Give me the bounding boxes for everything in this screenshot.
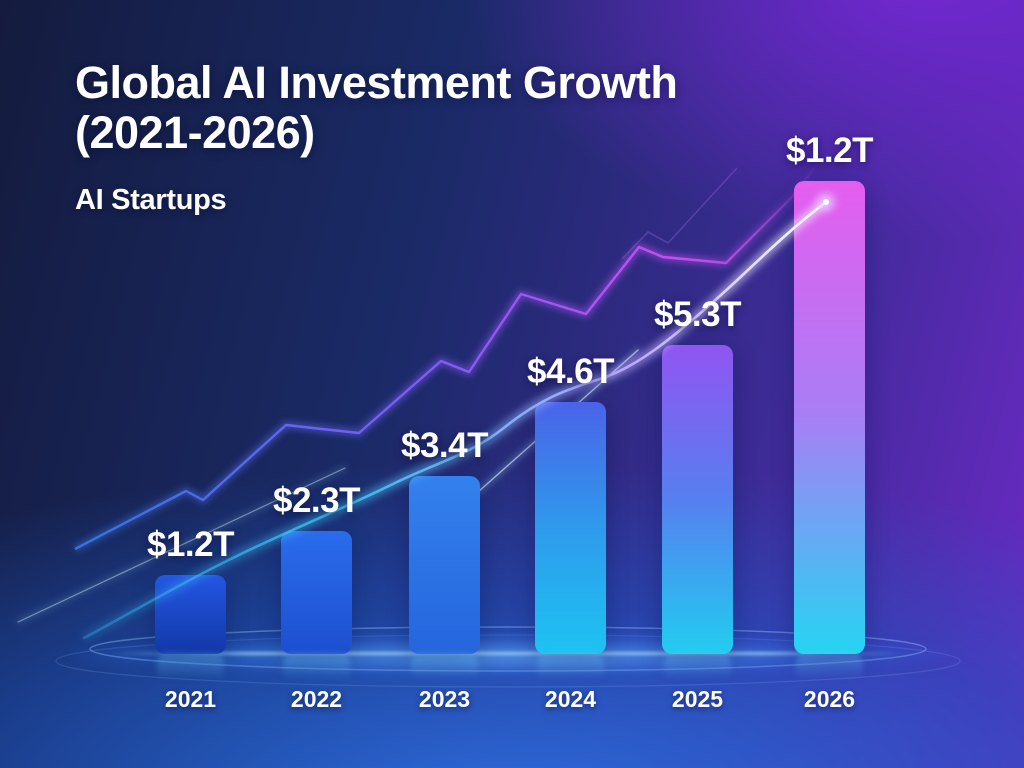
bar-2024 <box>535 402 606 654</box>
bar-group-2024: $4.6T 2024 <box>527 352 615 712</box>
value-label-2025: $5.3T <box>654 295 742 334</box>
chart-header: Global AI Investment Growth (2021-2026) A… <box>75 57 678 217</box>
title-line-2: (2021-2026) <box>75 107 315 158</box>
axis-label-2021: 2021 <box>164 686 217 712</box>
value-label-2021: $1.2T <box>147 525 235 564</box>
bar-2023 <box>409 476 480 654</box>
value-label-2022: $2.3T <box>273 481 361 520</box>
bar-group-2023: $3.4T 2023 <box>401 426 489 712</box>
bar-group-2026: $1.2T 2026 <box>786 131 874 712</box>
platform-highlight-line <box>110 652 904 655</box>
axis-label-2025: 2025 <box>671 686 724 712</box>
chart-subtitle: AI Startups <box>75 184 227 216</box>
title-line-1: Global AI Investment Growth <box>75 57 678 108</box>
value-label-2023: $3.4T <box>401 426 489 465</box>
bar-2026 <box>794 181 865 654</box>
bar-group-2025: $5.3T 2025 <box>654 295 742 712</box>
axis-label-2023: 2023 <box>418 686 471 712</box>
value-label-2024: $4.6T <box>527 352 615 391</box>
axis-label-2022: 2022 <box>290 686 343 712</box>
value-label-2026: $1.2T <box>786 131 874 170</box>
bar-group-2022: $2.3T 2022 <box>273 481 361 712</box>
bar-group-2021: $1.2T 2021 <box>147 525 235 712</box>
page-title: Global AI Investment Growth (2021-2026) <box>75 57 678 158</box>
bar-2022 <box>281 531 352 654</box>
axis-label-2024: 2024 <box>544 686 597 712</box>
bar-2025 <box>662 345 733 654</box>
bar-2021 <box>155 575 226 654</box>
axis-label-2026: 2026 <box>803 686 856 712</box>
